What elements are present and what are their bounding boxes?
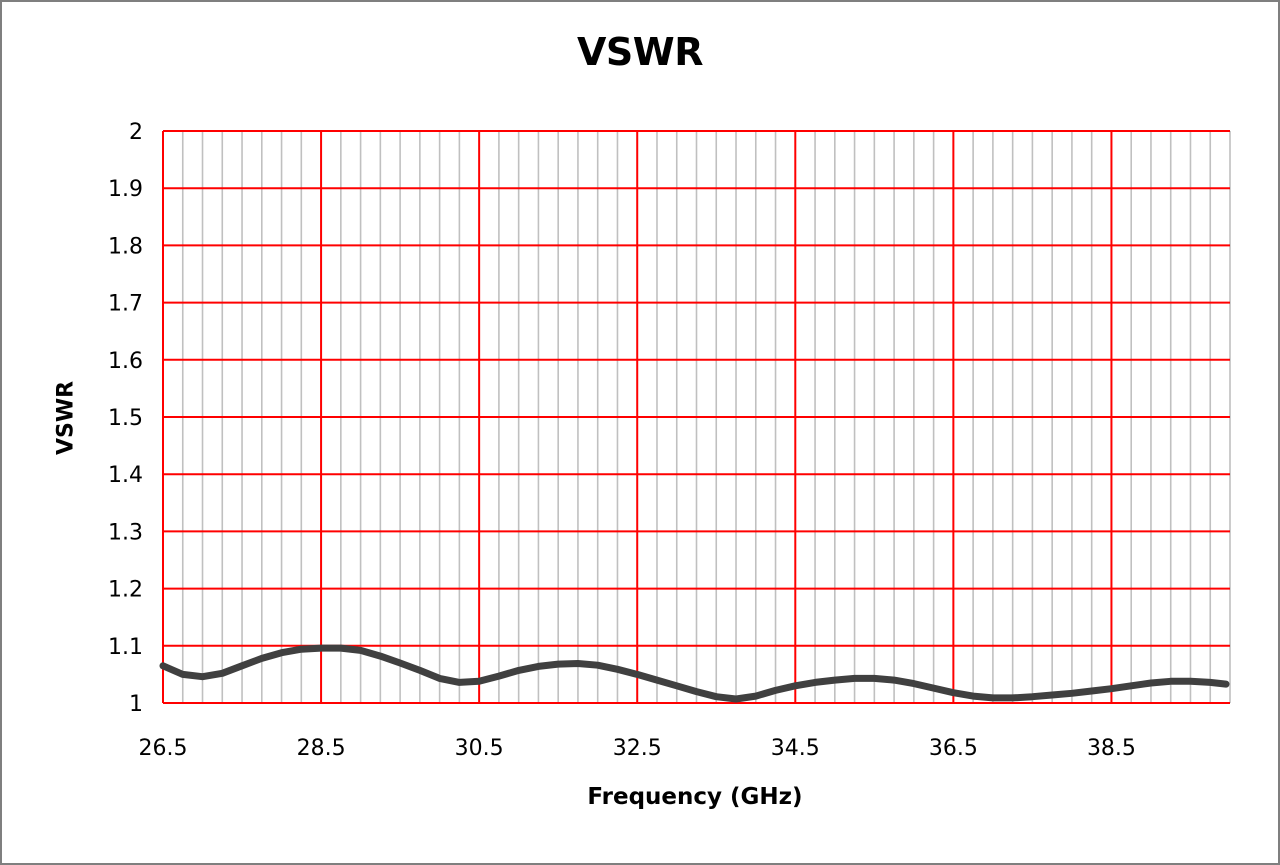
chart-title: VSWR xyxy=(577,30,703,74)
x-tick-label: 30.5 xyxy=(455,736,504,761)
x-tick-label: 32.5 xyxy=(613,736,662,761)
y-tick-label: 1.1 xyxy=(108,635,143,660)
y-tick-label: 1.8 xyxy=(108,234,143,259)
y-tick-label: 1.2 xyxy=(108,578,143,603)
x-axis-label: Frequency (GHz) xyxy=(587,784,803,810)
y-tick-label: 1.7 xyxy=(108,292,143,317)
y-tick-label: 1 xyxy=(129,692,143,717)
y-tick-label: 1.3 xyxy=(108,520,143,545)
x-tick-label: 34.5 xyxy=(771,736,820,761)
y-tick-labels: 1 1.1 1.2 1.3 1.4 1.5 1.6 1.7 1.8 1.9 2 xyxy=(108,120,143,717)
x-tick-label: 36.5 xyxy=(929,736,978,761)
major-grid xyxy=(162,130,1230,704)
series-line xyxy=(159,644,1230,703)
y-tick-label: 1.9 xyxy=(108,177,143,202)
x-tick-label: 38.5 xyxy=(1087,736,1136,761)
x-tick-label: 28.5 xyxy=(297,736,346,761)
y-tick-label: 2 xyxy=(129,120,143,145)
y-tick-label: 1.4 xyxy=(108,463,143,488)
x-tick-labels: 26.5 28.5 30.5 32.5 34.5 36.5 38.5 xyxy=(139,736,1136,761)
y-tick-label: 1.6 xyxy=(108,349,143,374)
x-tick-label: 26.5 xyxy=(139,736,188,761)
y-tick-label: 1.5 xyxy=(108,406,143,431)
series-layer xyxy=(159,644,1230,703)
